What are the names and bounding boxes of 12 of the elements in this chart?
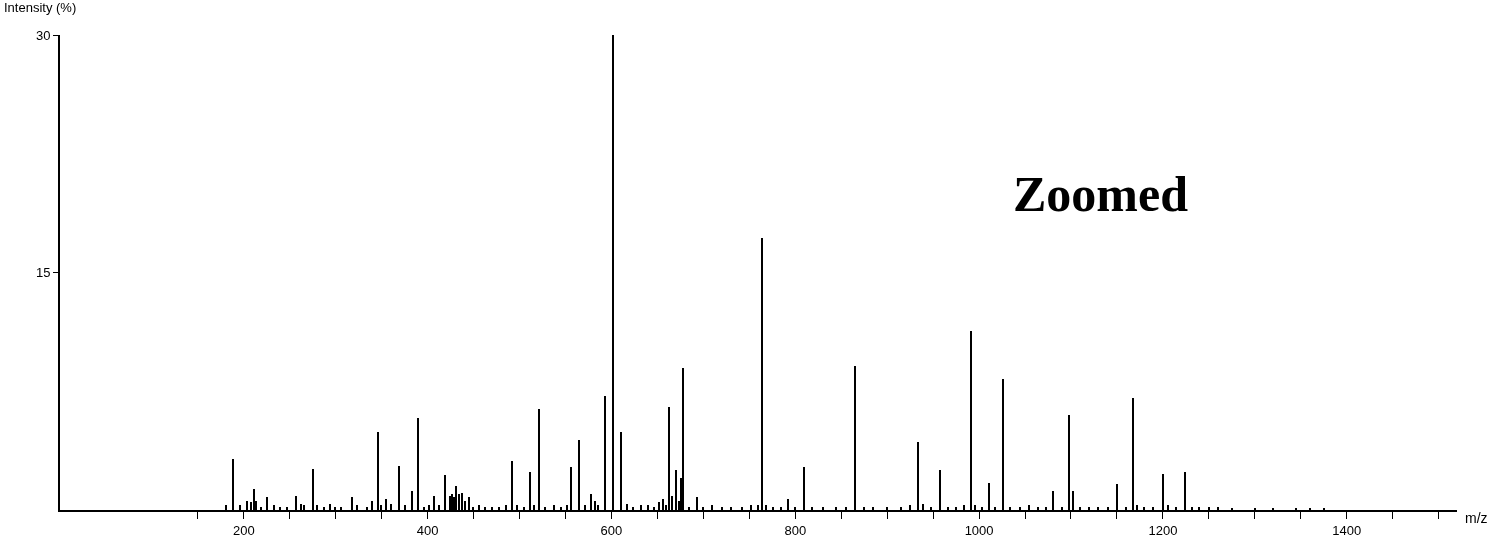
x-tick-label: 600 [600,522,623,538]
x-axis-title: m/z [1465,510,1488,526]
x-tick-label: 1400 [1332,522,1362,538]
y-axis-title: Intensity (%) [4,0,77,15]
x-tick-label: 1200 [1148,522,1178,538]
annotation: Zoomed [1013,166,1189,222]
x-tick-label: 800 [784,522,807,538]
x-tick-label: 400 [416,522,439,538]
x-tick-label: 200 [232,522,255,538]
y-tick-label: 15 [35,265,51,281]
x-tick-label: 1000 [964,522,994,538]
y-tick-label: 30 [35,27,51,43]
